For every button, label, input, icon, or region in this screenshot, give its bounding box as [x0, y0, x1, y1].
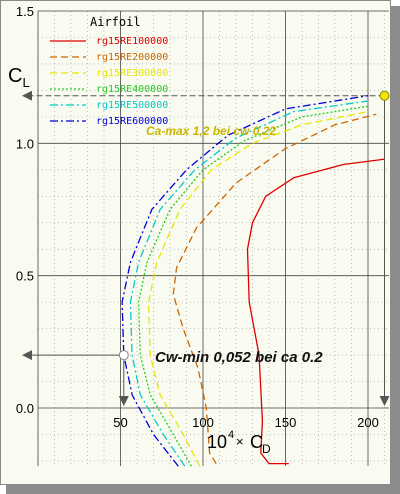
legend-entry-label: rg15RE300000	[96, 68, 168, 79]
cwmin-marker	[118, 350, 129, 361]
cwmin-annotation: Cw-min 0,052 bei ca 0.2	[155, 349, 323, 366]
y-tick-label: 0.0	[16, 401, 34, 416]
legend-entry-label: rg15RE500000	[96, 100, 168, 111]
chart-frame	[0, 0, 391, 485]
series-line-rg15RE300000	[147, 110, 369, 467]
annotations	[22, 90, 390, 406]
x-tick-label: 200	[357, 415, 379, 430]
camax-marker	[379, 90, 390, 101]
series-line-rg15RE500000	[129, 100, 369, 467]
x-tick-label: 50	[113, 415, 127, 430]
x-tick-label: 100	[192, 415, 214, 430]
legend-entry-label: rg15RE200000	[96, 52, 168, 63]
legend: Airfoil rg15RE100000 rg15RE200000 rg15RE30…	[50, 15, 168, 127]
y-tick-label: 1.5	[16, 4, 34, 19]
series-line-rg15RE200000	[172, 113, 377, 464]
tick-labels: 50 100 150 200 0.0 0.5 1.0 1.5	[16, 4, 379, 430]
series-layer	[121, 95, 385, 467]
legend-entry-label: rg15RE400000	[96, 84, 168, 95]
x-tick-label: 150	[275, 415, 297, 430]
frame-shadow-bottom	[6, 485, 400, 494]
y-axis-label-sub: L	[22, 75, 29, 90]
legend-entry-label: rg15RE100000	[96, 36, 168, 47]
y-tick-label: 0.5	[16, 269, 34, 284]
legend-entry-label: rg15RE600000	[96, 116, 168, 127]
x-axis-label-times: ×	[236, 434, 244, 449]
major-grid	[37, 10, 389, 466]
legend-title: Airfoil	[90, 15, 141, 29]
x-axis-label-var: C	[250, 432, 263, 452]
series-line-rg15RE400000	[137, 105, 369, 467]
legend-entries: rg15RE100000 rg15RE200000 rg15RE300000 rg15…	[50, 36, 168, 127]
x-axis-label-sub: D	[262, 442, 271, 456]
y-tick-label: 1.0	[16, 136, 34, 151]
x-axis-label-exp: 4	[228, 429, 234, 441]
x-axis-label: 10 4 × C D	[207, 429, 271, 456]
frame-shadow-right	[391, 6, 400, 494]
minor-grid	[38, 11, 389, 466]
camax-annotation: Ca-max 1,2 bei cw 0,22	[146, 124, 276, 138]
series-line-rg15RE100000	[246, 158, 385, 465]
series-line-rg15RE600000	[121, 95, 369, 467]
y-axis-label: CL	[8, 65, 30, 90]
y-axis-label-var: C	[8, 65, 22, 87]
x-axis-label-base: 10	[207, 432, 227, 452]
